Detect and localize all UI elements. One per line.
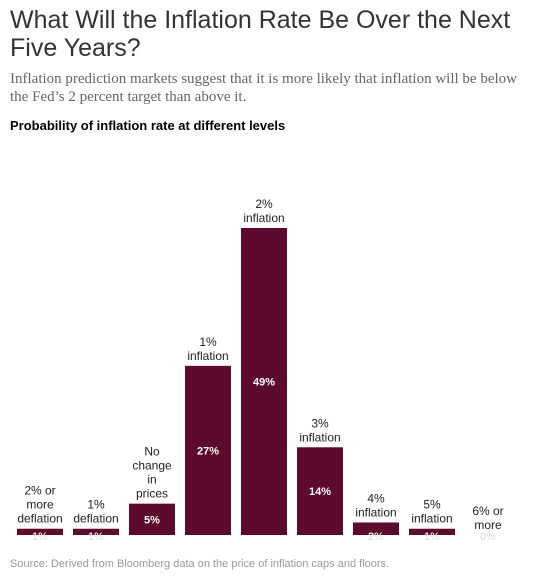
value-label: 5% [144,514,160,526]
bar [409,528,455,535]
chart-heading: Probability of inflation rate at differe… [10,118,286,133]
bar [17,528,63,535]
chart-title: What Will the Inflation Rate Be Over the… [10,6,511,62]
category-label: 5% inflation [411,498,452,526]
category-label: 3% inflation [299,416,340,444]
value-label: 0% [480,531,496,543]
category-label: 1% deflation [73,498,118,526]
category-label: 2% or more deflation [17,484,62,526]
value-label: 1% [424,531,440,543]
category-label: 4% inflation [355,491,396,519]
chart-subtitle: Inflation prediction markets suggest tha… [10,71,517,105]
bar [241,228,287,535]
value-label: 49% [253,377,275,389]
value-label: 27% [197,445,219,457]
value-label: 1% [88,531,104,543]
category-label: 1% inflation [187,335,228,363]
category-label: 6% or more [472,504,503,532]
source-note: Source: Derived from Bloomberg data on t… [10,558,390,570]
category-label: 2% inflation [243,197,284,225]
bar [129,503,175,535]
bar [353,522,399,535]
bar [297,447,343,535]
category-label: No change in prices [132,445,172,501]
bar [185,365,231,535]
value-label: 2% [368,531,384,543]
value-label: 1% [32,531,48,543]
value-label: 14% [309,486,331,498]
bar [73,528,119,535]
